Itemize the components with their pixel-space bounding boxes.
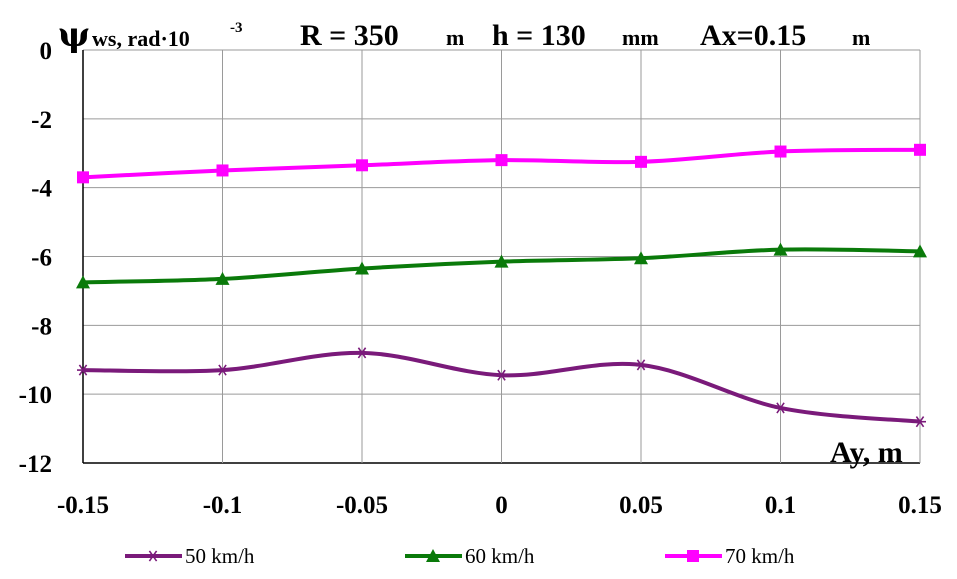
title-ax-unit: m [852,25,870,50]
star-stroke [78,364,88,376]
star-marker [356,347,368,359]
y-axis-label-symbol: ψ [58,15,90,55]
y-tick-label: 0 [40,38,53,65]
series-70-km-h [77,143,926,184]
x-tick-label: 0 [495,492,508,519]
x-tick-label: -0.15 [57,492,109,519]
triangle-marker [426,549,440,562]
y-tick-label: -4 [31,176,52,203]
y-tick-label: -12 [19,451,52,478]
y-axis-label-subscript: ws, rad·10 [92,26,190,51]
series-lines [76,143,927,428]
star-stroke [497,369,506,381]
legend-label: 60 km/h [465,544,535,568]
y-tick-label: -2 [31,107,52,134]
triangle-marker [773,242,788,256]
star-marker [914,416,926,428]
x-tick-label: -0.1 [203,492,243,519]
y-tick-label: -8 [31,313,52,340]
legend-label: 70 km/h [725,544,795,568]
y-tick-label: -10 [19,382,52,409]
legend: 50 km/h 60 km/h 70 km/h [125,544,795,568]
triangle-marker [913,244,927,258]
triangle-marker [215,271,230,285]
y-axis-label-superscript: -3 [230,20,243,36]
title-ax: Ax=0.15 [700,19,806,52]
square-marker [77,171,89,184]
tick-labels: 0 -2 -4 -6 -8 -10 -12-0.15 -0.1 -0.05 0 0.05 0.1 0.1… [19,38,942,519]
square-marker [216,164,229,177]
triangle-marker [76,275,90,289]
square-marker [495,154,508,167]
square-marker [356,159,368,172]
triangle-marker [634,251,648,265]
star-stroke [148,550,158,562]
series-60-km-h [76,242,927,289]
square-marker [635,155,647,168]
square-marker [687,550,699,562]
star-stroke [218,364,227,376]
title-radius-unit: m [446,25,464,50]
triangle-marker [355,261,369,275]
star-marker [635,359,647,371]
star-marker [77,364,89,376]
star-marker [774,402,787,414]
star-marker [216,364,229,376]
legend-label: 50 km/h [185,544,255,568]
x-tick-label: 0.1 [765,492,796,519]
star-stroke [357,347,367,359]
square-marker [914,143,926,156]
x-tick-label: 0.15 [898,492,942,519]
triangle-marker [494,254,509,268]
x-axis-label: Ay, m [830,436,903,469]
star-stroke [776,402,785,414]
star-marker [495,369,508,381]
series-50-km-h [77,347,926,428]
y-tick-label: -6 [31,245,52,272]
title-height-unit: mm [622,25,659,50]
x-tick-label: 0.05 [619,492,663,519]
square-marker [774,145,787,158]
title-height: h = 130 [492,19,586,52]
title-radius: R = 350 [300,19,399,52]
star-stroke [915,416,925,428]
star-stroke [636,359,646,371]
x-tick-label: -0.05 [336,492,388,519]
star-marker [147,550,159,562]
